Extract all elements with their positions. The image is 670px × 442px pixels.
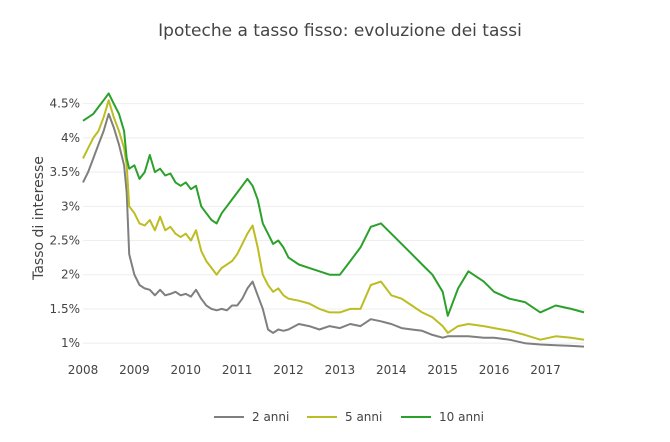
legend-label: 10 anni [439,410,484,424]
y-tick-label: 2% [61,268,80,282]
legend: 2 anni 5 anni 10 anni [214,410,484,424]
x-tick-label: 2017 [530,363,561,377]
x-tick-label: 2008 [68,363,99,377]
y-tick-label: 1% [61,336,80,350]
y-tick-label: 3% [61,199,80,213]
y-axis-label: Tasso di interesse [31,156,47,281]
x-tick-label: 2014 [376,363,407,377]
x-axis-ticks: 2008 2009 2010 2011 2012 2013 2014 2015 2016 2017 [68,363,561,377]
series-line [82,112,585,348]
x-tick-label: 2010 [170,363,201,377]
x-tick-label: 2012 [273,363,304,377]
y-tick-label: 4.5% [50,97,81,111]
legend-label: 2 anni [252,410,289,424]
legend-item[interactable]: 5 anni [307,410,382,424]
y-tick-label: 2.5% [50,234,81,248]
y-tick-label: 4% [61,131,80,145]
x-tick-label: 2011 [222,363,253,377]
series-lines [82,92,585,348]
legend-label: 5 anni [345,410,382,424]
y-tick-label: 3.5% [50,165,81,179]
series-line [82,92,585,317]
series-line [82,99,585,341]
x-tick-label: 2016 [479,363,510,377]
legend-item[interactable]: 10 anni [401,410,484,424]
x-tick-label: 2009 [119,363,150,377]
chart-title: Ipoteche a tasso fisso: evoluzione dei t… [158,21,522,41]
x-tick-label: 2013 [325,363,356,377]
y-tick-label: 1.5% [50,302,81,316]
legend-item[interactable]: 2 anni [214,410,289,424]
y-axis-ticks: 1% 1.5% 2% 2.5% 3% 3.5% 4% 4.5% [50,97,81,350]
x-tick-label: 2015 [427,363,458,377]
